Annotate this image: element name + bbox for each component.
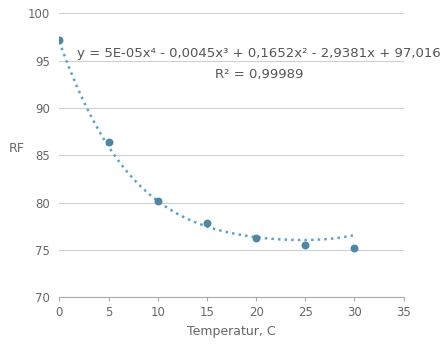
Point	[351, 245, 358, 251]
Point	[203, 220, 211, 226]
Point	[302, 242, 309, 248]
Point	[154, 198, 161, 203]
Text: y = 5E-05x⁴ - 0,0045x³ + 0,1652x² - 2,9381x + 97,016
R² = 0,99989: y = 5E-05x⁴ - 0,0045x³ + 0,1652x² - 2,93…	[77, 47, 441, 81]
X-axis label: Temperatur, C: Temperatur, C	[187, 325, 276, 338]
Point	[105, 139, 112, 145]
Y-axis label: RF: RF	[9, 142, 24, 155]
Point	[56, 37, 63, 43]
Point	[253, 236, 260, 241]
